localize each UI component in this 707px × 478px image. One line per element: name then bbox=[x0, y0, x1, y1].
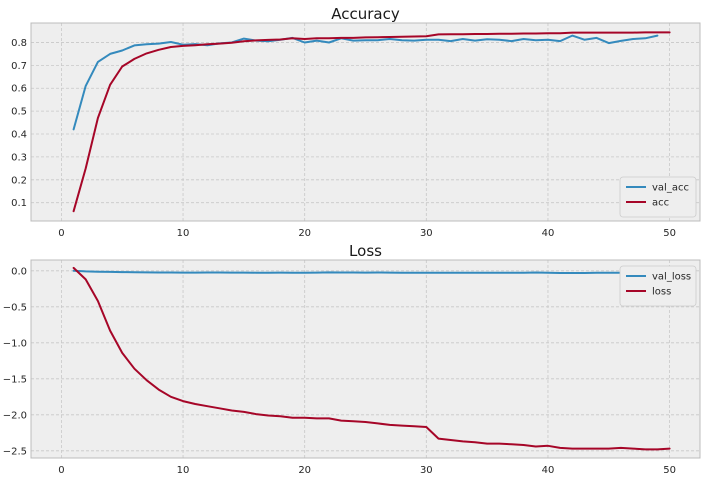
x-tick-label: 40 bbox=[542, 465, 555, 476]
plot-area bbox=[31, 23, 700, 221]
x-tick-label: 10 bbox=[177, 465, 190, 476]
y-tick-label: −1.0 bbox=[3, 338, 27, 349]
legend-label: loss bbox=[652, 287, 671, 298]
x-tick-label: 0 bbox=[58, 228, 64, 239]
accuracy-subplot: Accuracy 0 10 20 30 40 50 0.1 0.2 0.3 0.4 0.5 0.6 0.7… bbox=[11, 5, 701, 239]
plot-frame bbox=[30, 22, 701, 222]
series-line-loss bbox=[72, 266, 671, 451]
plot-frame bbox=[30, 259, 701, 459]
y-tick-label: −0.5 bbox=[3, 302, 27, 313]
y-tick-label: −2.0 bbox=[3, 410, 27, 421]
x-tick-label: 0 bbox=[58, 465, 64, 476]
y-tick-label: 0.1 bbox=[11, 198, 27, 209]
x-tick-label: 50 bbox=[663, 228, 676, 239]
y-tick-label: −1.5 bbox=[3, 374, 27, 385]
x-tick-label: 20 bbox=[298, 228, 311, 239]
legend-label: acc bbox=[652, 198, 669, 209]
y-tick-label: 0.0 bbox=[11, 266, 27, 277]
x-tick-label: 10 bbox=[177, 228, 190, 239]
y-tick-label: 0.3 bbox=[11, 152, 27, 163]
loss-subplot: Loss 0 10 20 30 40 50 0.0 −0.5 −1.0 −1.5 −2.0 −2.5 va… bbox=[3, 242, 701, 476]
plot-area bbox=[31, 260, 700, 458]
y-tick-label: 0.5 bbox=[11, 107, 27, 118]
x-tick-label: 30 bbox=[420, 465, 433, 476]
y-tick-label: 0.8 bbox=[11, 38, 27, 49]
x-tick-label: 20 bbox=[298, 465, 311, 476]
legend-label: val_loss bbox=[652, 272, 691, 283]
series-line-acc bbox=[72, 31, 671, 213]
series-line-val-acc bbox=[72, 34, 659, 131]
y-tick-label: 0.4 bbox=[11, 130, 27, 141]
legend-label: val_acc bbox=[652, 183, 689, 194]
y-tick-label: −2.5 bbox=[3, 446, 27, 457]
y-tick-label: 0.6 bbox=[11, 84, 27, 95]
x-tick-label: 30 bbox=[420, 228, 433, 239]
x-tick-label: 40 bbox=[542, 228, 555, 239]
series-line-val-loss bbox=[72, 269, 671, 274]
x-tick-label: 50 bbox=[663, 465, 676, 476]
chart-title: Accuracy bbox=[331, 5, 400, 23]
y-tick-label: 0.2 bbox=[11, 175, 27, 186]
chart-title: Loss bbox=[349, 242, 382, 260]
y-tick-label: 0.7 bbox=[11, 61, 27, 72]
